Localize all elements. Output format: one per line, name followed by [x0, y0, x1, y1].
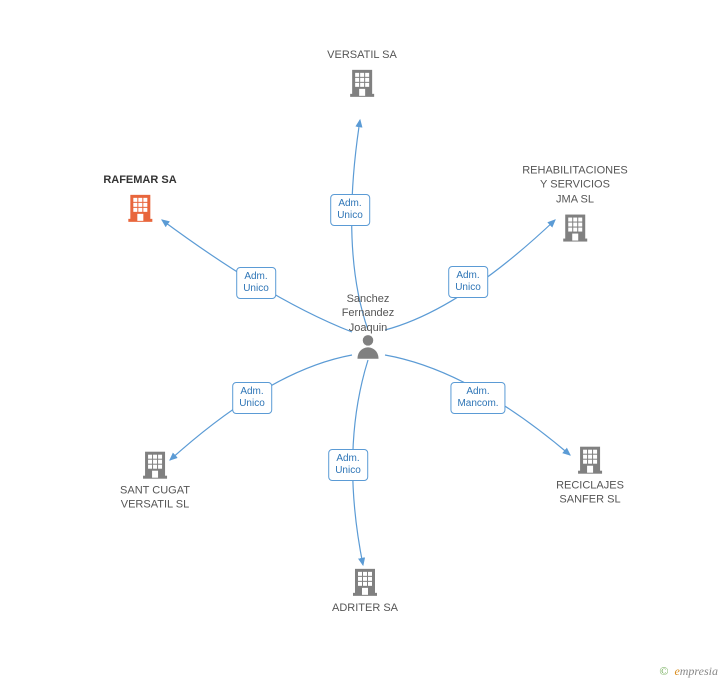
company-label: VERSATIL SA — [327, 48, 397, 62]
edge-label: Adm. Unico — [448, 266, 488, 298]
company-label: RECICLAJES SANFER SL — [556, 479, 624, 508]
building-icon — [139, 448, 171, 480]
watermark: © empresia — [659, 664, 718, 679]
building-icon — [346, 66, 378, 98]
company-node[interactable]: VERSATIL SA — [327, 48, 397, 102]
company-label: REHABILITACIONES Y SERVICIOS JMA SL — [522, 164, 628, 207]
company-label: ADRITER SA — [332, 601, 398, 615]
company-node[interactable]: RECICLAJES SANFER SL — [556, 443, 624, 508]
company-node[interactable]: REHABILITACIONES Y SERVICIOS JMA SL — [522, 164, 628, 247]
person-icon — [354, 333, 382, 366]
network-diagram: Adm. Unico Adm. Unico Adm. Mancom. Adm. Uni… — [0, 0, 728, 685]
company-node[interactable]: SANT CUGAT VERSATIL SL — [120, 448, 190, 513]
edge-label: Adm. Unico — [328, 449, 368, 481]
company-node[interactable]: RAFEMAR SA — [103, 173, 176, 227]
edge-label: Adm. Mancom. — [450, 382, 505, 414]
edge-label: Adm. Unico — [236, 267, 276, 299]
watermark-brand-rest: mpresia — [680, 664, 718, 678]
company-label: SANT CUGAT VERSATIL SL — [120, 484, 190, 513]
building-icon — [349, 565, 381, 597]
building-icon — [574, 443, 606, 475]
center-node-label: Sanchez Fernandez Joaquin — [342, 292, 395, 335]
building-icon — [124, 191, 156, 223]
edge-label: Adm. Unico — [232, 382, 272, 414]
building-icon — [559, 210, 591, 242]
edge-label: Adm. Unico — [330, 194, 370, 226]
copyright-symbol: © — [659, 664, 668, 678]
company-label: RAFEMAR SA — [103, 173, 176, 187]
company-node[interactable]: ADRITER SA — [332, 565, 398, 615]
